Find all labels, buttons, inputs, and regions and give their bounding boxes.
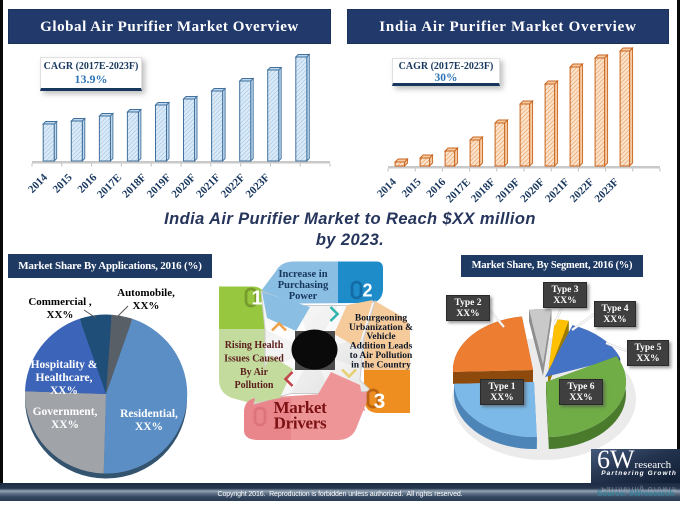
svg-text:By Air: By Air [240, 367, 269, 378]
svg-text:2023F: 2023F [592, 176, 621, 205]
svg-text:2019F: 2019F [494, 176, 523, 205]
svg-text:2022F: 2022F [219, 171, 248, 200]
svg-text:Market: Market [274, 398, 328, 417]
svg-text:2021F: 2021F [194, 171, 223, 200]
svg-text:2018F: 2018F [120, 171, 149, 200]
svg-text:2020F: 2020F [169, 171, 198, 200]
svg-text:Rising Health: Rising Health [225, 340, 284, 351]
svg-text:2019F: 2019F [145, 171, 174, 200]
svg-text:3: 3 [374, 390, 386, 413]
svg-text:2: 2 [362, 280, 372, 300]
svg-text:Bourgeoning: Bourgeoning [355, 313, 408, 323]
svg-text:2015: 2015 [51, 171, 75, 195]
svg-text:in the Country: in the Country [351, 360, 411, 370]
svg-text:Addition Leads: Addition Leads [350, 342, 413, 352]
svg-text:Urbanization &: Urbanization & [349, 323, 413, 333]
svg-text:2022F: 2022F [568, 176, 597, 205]
svg-text:2023F: 2023F [244, 171, 273, 200]
svg-text:2017E: 2017E [444, 176, 473, 205]
svg-text:1: 1 [251, 287, 262, 309]
svg-text:Issues Caused: Issues Caused [224, 353, 284, 364]
svg-text:Pollution: Pollution [235, 380, 274, 391]
svg-text:2018F: 2018F [469, 176, 498, 205]
svg-text:2014: 2014 [26, 171, 50, 195]
svg-text:2021F: 2021F [543, 176, 572, 205]
svg-text:2014: 2014 [375, 176, 399, 200]
svg-text:2017E: 2017E [95, 172, 124, 201]
svg-text:2020F: 2020F [518, 176, 547, 205]
svg-text:Increase in: Increase in [278, 269, 327, 280]
svg-text:to Air Pollution: to Air Pollution [350, 351, 413, 361]
svg-text:Purchasing: Purchasing [278, 280, 329, 291]
svg-text:Vehicle: Vehicle [366, 332, 395, 342]
svg-text:Drivers: Drivers [274, 414, 327, 433]
svg-text:2015: 2015 [400, 176, 424, 200]
svg-text:Power: Power [289, 291, 318, 302]
